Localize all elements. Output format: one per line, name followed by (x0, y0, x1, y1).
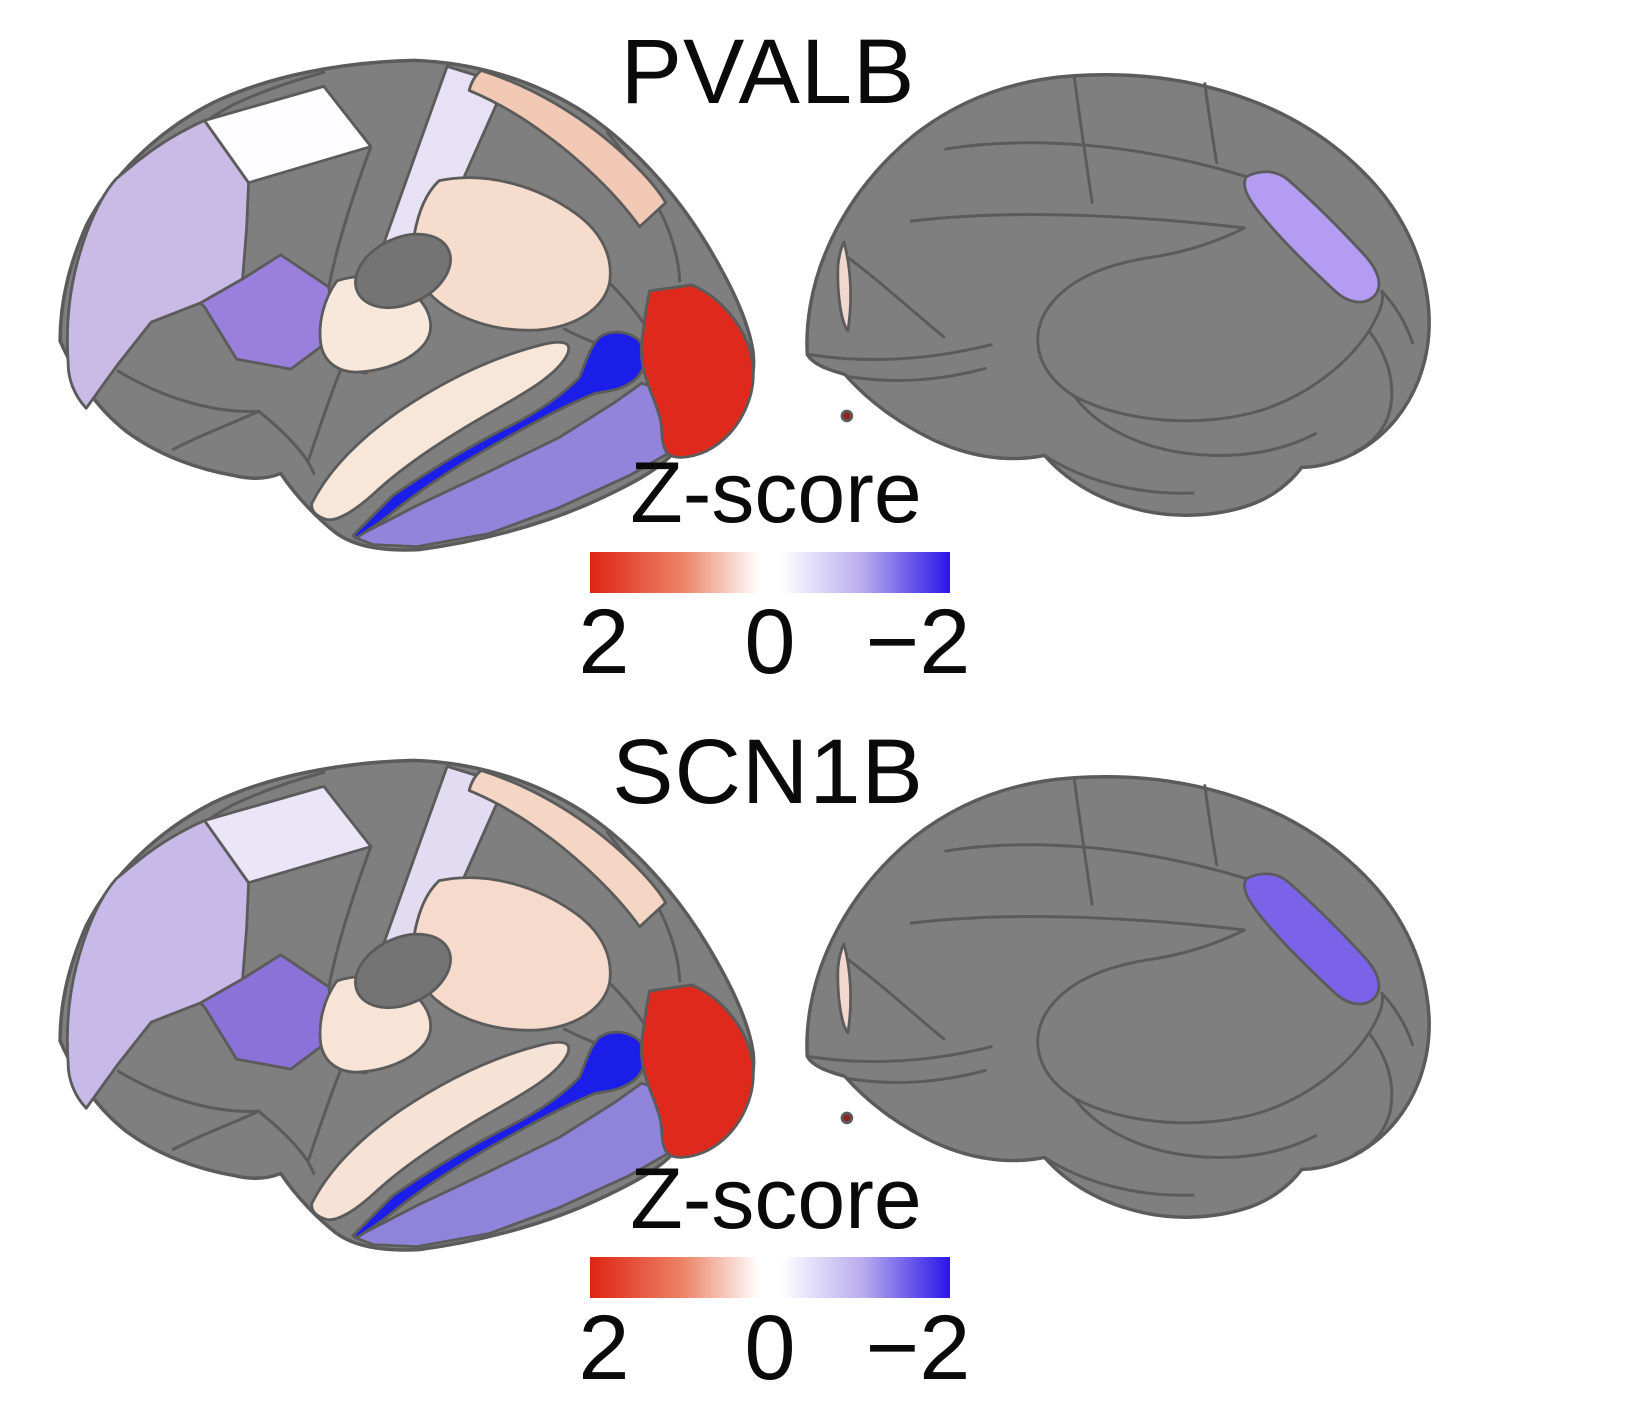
colorbar-title-pvalb: Z-score (630, 445, 922, 541)
colorbar-scn1b (590, 1257, 950, 1298)
colorbar-pvalb (590, 552, 950, 593)
colorbar-tick-neg2: −2 (865, 591, 971, 693)
colorbar-title-scn1b: Z-score (630, 1151, 922, 1247)
gene-title-pvalb: PVALB (620, 21, 916, 123)
gene-title-scn1b: SCN1B (612, 721, 924, 823)
colorbar-tick-0: 0 (744, 1297, 796, 1399)
colorbar-tick-0: 0 (744, 591, 796, 693)
colorbar-tick-2: 2 (578, 591, 630, 693)
colorbar-tick-2: 2 (578, 1297, 630, 1399)
colorbar-tick-neg2: −2 (865, 1297, 971, 1399)
